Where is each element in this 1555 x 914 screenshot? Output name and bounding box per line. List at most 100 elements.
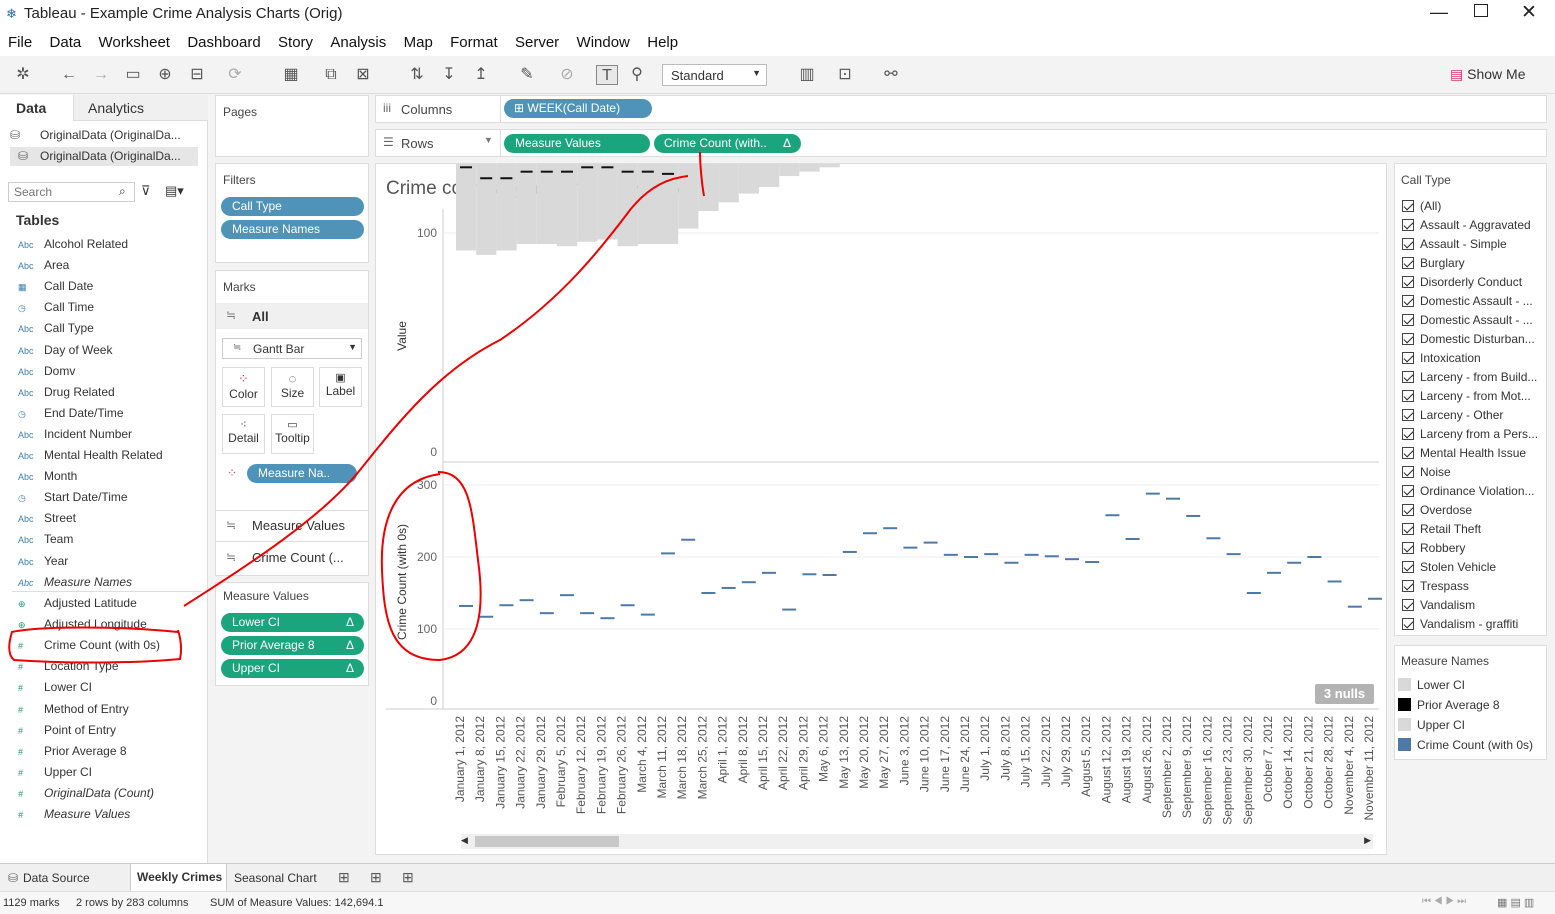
measure-field[interactable]: # Point of Entry xyxy=(18,723,116,737)
call-type-checkbox[interactable]: Domestic Assault - ... xyxy=(1402,313,1533,327)
measure-field[interactable]: # Crime Count (with 0s) xyxy=(18,638,160,652)
call-type-checkbox[interactable]: Vandalism xyxy=(1402,598,1475,612)
detail-button[interactable]: ⁖ Detail xyxy=(222,414,265,454)
menu-server[interactable]: Server xyxy=(515,34,560,51)
new-worksheet-icon[interactable]: ⊞ xyxy=(338,869,350,885)
call-type-checkbox[interactable]: Noise xyxy=(1402,465,1451,479)
duplicate-sheet-icon[interactable]: ⧉ xyxy=(325,66,337,83)
dimension-field[interactable]: ◷ End Date/Time xyxy=(18,406,124,420)
measure-field[interactable]: # Upper CI xyxy=(18,765,92,779)
menu-window[interactable]: Window xyxy=(576,34,630,51)
call-type-checkbox[interactable]: Assault - Simple xyxy=(1402,237,1507,251)
datasource-item-selected[interactable] xyxy=(10,147,198,166)
dimension-field[interactable]: Abc Street xyxy=(18,511,76,525)
menu-analysis[interactable]: Analysis xyxy=(330,34,387,51)
filter-pill-measure-names[interactable]: Measure Names xyxy=(221,220,364,239)
menu-story[interactable]: Story xyxy=(278,34,314,51)
tab-data[interactable]: Data xyxy=(0,95,74,121)
rows-pill-crime-count[interactable]: Crime Count (with.. Δ xyxy=(654,134,801,153)
call-type-checkbox[interactable]: Larceny - from Build... xyxy=(1402,370,1537,384)
call-type-checkbox[interactable]: Intoxication xyxy=(1402,351,1481,365)
sort-ascending-icon[interactable]: ↧ xyxy=(442,66,456,83)
card-view-icon[interactable]: ▥ xyxy=(799,66,815,83)
menu-worksheet[interactable]: Worksheet xyxy=(98,34,170,51)
menu-file[interactable]: File xyxy=(8,34,33,51)
mv-pill-prior-average[interactable]: Prior Average 8 Δ xyxy=(221,636,364,655)
filter-pill-call-type[interactable]: Call Type xyxy=(221,197,364,216)
dimension-field[interactable]: ◷ Start Date/Time xyxy=(18,490,128,504)
measure-field[interactable]: # Location Type xyxy=(18,659,119,673)
tab-seasonal-chart[interactable]: Seasonal Chart xyxy=(234,871,317,885)
call-type-checkbox[interactable]: Larceny from a Pers... xyxy=(1402,427,1538,441)
call-type-checkbox[interactable]: Overdose xyxy=(1402,503,1472,517)
new-story-icon[interactable]: ⊞ xyxy=(402,869,414,885)
menu-format[interactable]: Format xyxy=(450,34,498,51)
dimension-field[interactable]: Abc Mental Health Related xyxy=(18,448,163,462)
dimension-field[interactable]: Abc Domv xyxy=(18,364,75,378)
legend-item[interactable]: Upper CI xyxy=(1398,718,1465,732)
dimension-field[interactable]: Abc Area xyxy=(18,258,69,272)
call-type-checkbox[interactable]: (All) xyxy=(1402,199,1441,213)
tab-weekly-crimes[interactable]: Weekly Crimes xyxy=(130,864,227,891)
view-options-icon[interactable]: ▤▾ xyxy=(165,183,184,198)
rows-pill-measure-values[interactable]: Measure Values xyxy=(504,134,650,153)
scrollbar-thumb[interactable] xyxy=(475,836,619,847)
call-type-checkbox[interactable]: Domestic Disturban... xyxy=(1402,332,1535,346)
menu-data[interactable]: Data xyxy=(49,34,82,51)
highlight-icon[interactable]: ✎ xyxy=(520,66,534,83)
dimension-field[interactable]: Abc Alcohol Related xyxy=(18,237,128,251)
horizontal-scrollbar[interactable]: ◀ ▶ xyxy=(461,834,1373,849)
dimension-field[interactable]: Abc Month xyxy=(18,469,77,483)
dimension-field[interactable]: Abc Team xyxy=(18,532,73,546)
legend-item[interactable]: Prior Average 8 xyxy=(1398,698,1500,712)
mv-pill-upper-ci[interactable]: Upper CI Δ xyxy=(221,659,364,678)
measure-field[interactable]: # Measure Values xyxy=(18,807,130,821)
refresh-icon[interactable]: ⟳ xyxy=(228,66,242,83)
call-type-checkbox[interactable]: Stolen Vehicle xyxy=(1402,560,1496,574)
nulls-badge[interactable]: 3 nulls xyxy=(1315,684,1374,704)
save-icon[interactable]: ▭ xyxy=(125,66,141,83)
redo-icon[interactable]: → xyxy=(93,66,109,83)
mark-type-select[interactable]: ≒ Gantt Bar ▼ xyxy=(222,338,362,359)
sort-descending-icon[interactable]: ↥ xyxy=(474,66,488,83)
pause-updates-icon[interactable]: ⊟ xyxy=(190,66,204,83)
pages-card[interactable]: Pages xyxy=(215,95,369,157)
call-type-checkbox[interactable]: Vandalism - graffiti xyxy=(1402,617,1518,631)
color-button[interactable]: ⁘ Color xyxy=(222,367,265,407)
legend-item[interactable]: Lower CI xyxy=(1398,678,1465,692)
call-type-checkbox[interactable]: Trespass xyxy=(1402,579,1469,593)
dimension-field[interactable]: ▦ Call Date xyxy=(18,279,93,293)
sheet-nav-icons[interactable]: ⏮ ◀ ▶ ⏭ xyxy=(1422,896,1467,907)
measure-field[interactable]: ⊕ Adjusted Latitude xyxy=(18,596,137,610)
dimension-field[interactable]: ◷ Call Time xyxy=(18,300,94,314)
tableau-home-icon[interactable]: ✲ xyxy=(16,66,30,83)
show-labels-icon[interactable]: T xyxy=(596,65,618,85)
columns-shelf[interactable]: iii Columns ⊞ WEEK(Call Date) xyxy=(375,95,1547,123)
marks-card-crime-count[interactable]: Crime Count (... xyxy=(252,550,344,565)
call-type-checkbox[interactable]: Robbery xyxy=(1402,541,1465,555)
label-button[interactable]: ▣ Label xyxy=(319,367,362,407)
scroll-left-icon[interactable]: ◀ xyxy=(461,835,468,845)
new-datasource-icon[interactable]: ⊕ xyxy=(158,66,172,83)
fix-axes-icon[interactable]: ⚲ xyxy=(631,66,643,83)
call-type-checkbox[interactable]: Larceny - Other xyxy=(1402,408,1503,422)
call-type-checkbox[interactable]: Assault - Aggravated xyxy=(1402,218,1531,232)
marks-card-measure-values[interactable]: Measure Values xyxy=(252,518,345,533)
measure-field[interactable]: # Method of Entry xyxy=(18,702,129,716)
search-input[interactable] xyxy=(8,182,135,202)
datasource-item[interactable]: OriginalData (OriginalDa... xyxy=(40,128,181,142)
sheet-view-icons[interactable]: ▦ ▤ ▥ xyxy=(1497,897,1535,909)
tab-analytics[interactable]: Analytics xyxy=(74,95,208,121)
call-type-checkbox[interactable]: Disorderly Conduct xyxy=(1402,275,1522,289)
undo-icon[interactable]: ← xyxy=(61,66,77,83)
measure-field[interactable]: # OriginalData (Count) xyxy=(18,786,154,800)
dimension-field[interactable]: Abc Drug Related xyxy=(18,385,115,399)
share-icon[interactable]: ⚯ xyxy=(884,66,898,83)
dimension-field[interactable]: Abc Call Type xyxy=(18,321,94,335)
dimension-field[interactable]: Abc Measure Names xyxy=(18,575,132,589)
color-pill-measure-names[interactable]: Measure Na.. xyxy=(247,464,357,483)
close-icon[interactable]: ✕ xyxy=(1521,2,1537,23)
call-type-checkbox[interactable]: Retail Theft xyxy=(1402,522,1481,536)
show-me-button[interactable]: ▤ Show Me xyxy=(1450,66,1525,83)
call-type-checkbox[interactable]: Domestic Assault - ... xyxy=(1402,294,1533,308)
